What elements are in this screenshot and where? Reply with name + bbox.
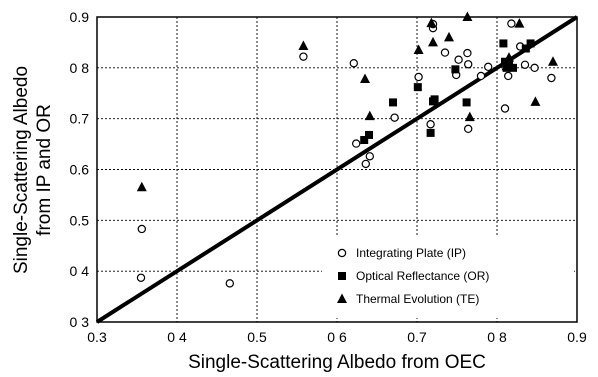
y-tick-label: 0 3	[70, 314, 90, 330]
y-tick-label: 0 4	[70, 263, 90, 279]
or-point	[509, 63, 517, 72]
or-point	[451, 65, 460, 74]
or-point	[499, 39, 508, 48]
ip-point	[520, 60, 530, 69]
or-point	[426, 128, 435, 137]
te-point	[428, 36, 438, 47]
ip-point	[225, 279, 234, 288]
x-tick-labels: 0.3 0 4 0.5 0 6 0.7 0 8 0.9	[87, 329, 587, 345]
ip-point	[476, 71, 486, 81]
te-point	[464, 111, 475, 122]
te-point	[501, 60, 512, 71]
ip-point	[426, 120, 435, 129]
ip-point	[440, 48, 450, 57]
ip-point	[464, 60, 473, 69]
or-point	[462, 98, 471, 107]
y-tick-label: 0 8	[70, 60, 90, 76]
or-point	[360, 136, 369, 145]
ip-point	[365, 152, 374, 161]
ip-point	[299, 52, 308, 61]
ip-point	[414, 72, 423, 82]
x-tick-label: 0 6	[327, 329, 347, 345]
ip-point	[500, 104, 510, 113]
ip-point	[463, 48, 472, 58]
te-point	[426, 17, 437, 28]
ip-point	[137, 224, 146, 234]
y-axis-title-line1: Single-Scattering Albedo	[11, 66, 32, 274]
ip-point	[504, 71, 513, 81]
ip-point	[136, 273, 146, 282]
ip-point	[361, 159, 370, 169]
y-tick-label: 0.7	[70, 111, 90, 127]
reference-line-group	[95, 15, 579, 324]
ip-point	[530, 63, 539, 73]
ip-point	[349, 59, 358, 68]
legend-marker	[337, 248, 347, 258]
legend-label-te: Thermal Evolution (TE)	[356, 292, 479, 306]
te-point	[514, 18, 525, 28]
te-point	[298, 40, 309, 50]
ip-point	[484, 62, 493, 72]
ip-point	[352, 139, 361, 148]
one-to-one-line	[95, 15, 579, 324]
x-tick-label: 0.3	[87, 329, 107, 345]
or-point	[413, 83, 422, 92]
legend: Integrating Plate (IP) Optical Reflectanc…	[337, 246, 489, 306]
ip-point	[454, 55, 463, 64]
legend-label-or: Optical Reflectance (OR)	[356, 269, 489, 283]
x-tick-label: 0.5	[247, 329, 267, 345]
te-point	[504, 52, 514, 62]
y-tick-label: 0.9	[70, 9, 90, 25]
y-tick-label: 0.6	[70, 162, 90, 178]
x-axis-title: Single-Scattering Albedo from OEC	[188, 352, 486, 373]
legend-box	[322, 236, 574, 318]
te-point	[364, 110, 375, 121]
or-point	[365, 130, 373, 139]
legend-marker	[337, 293, 347, 303]
te-point	[548, 56, 558, 66]
te-point	[413, 44, 424, 55]
te-point	[136, 181, 147, 192]
legend-label-ip: Integrating Plate (IP)	[356, 246, 466, 260]
ip-point	[547, 73, 556, 83]
te-point	[360, 73, 370, 84]
x-tick-label: 0 8	[487, 329, 507, 345]
y-axis-title-line2: from IP and OR	[34, 104, 55, 236]
legend-marker	[338, 272, 346, 280]
x-tick-label: 0 4	[167, 329, 187, 345]
y-tick-labels: 0 3 0 4 0.5 0.6 0.7 0 8 0.9	[70, 9, 90, 330]
ip-point	[507, 19, 516, 28]
te-point	[444, 31, 454, 42]
ip-point	[390, 113, 399, 122]
or-point	[521, 44, 530, 53]
or-point	[430, 95, 439, 104]
data-points	[136, 11, 558, 288]
y-tick-label: 0.5	[70, 212, 90, 228]
te-point	[530, 96, 541, 106]
or-point	[526, 39, 535, 48]
or-point	[389, 98, 397, 107]
plot-frame	[96, 16, 578, 323]
x-tick-label: 0.7	[407, 329, 427, 345]
x-tick-label: 0.9	[567, 329, 587, 345]
ip-point	[464, 124, 473, 134]
